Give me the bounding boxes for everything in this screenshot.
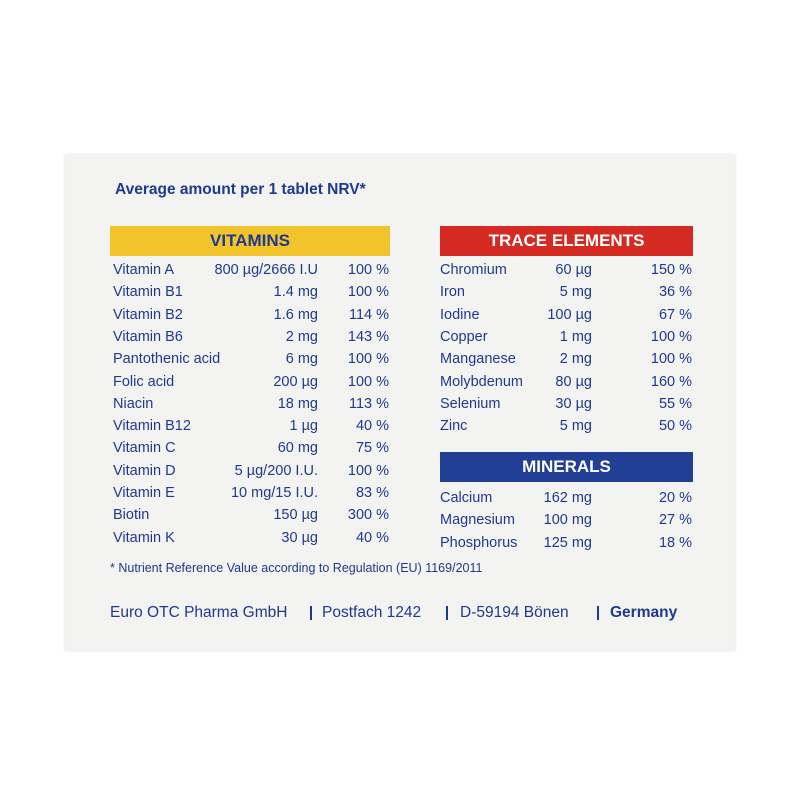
nutrient-nrv: 27 % xyxy=(658,512,692,529)
footer-company: Euro OTC Pharma GmbH xyxy=(110,604,288,621)
nutrient-nrv: 55 % xyxy=(658,395,692,412)
nutrient-amount: 2 mg xyxy=(285,328,318,345)
footer-city: D-59194 Bönen xyxy=(460,604,569,621)
minerals-header: MINERALS xyxy=(522,457,611,476)
separator xyxy=(597,606,599,620)
nutrient-name: Vitamin A xyxy=(113,262,174,278)
nutrient-nrv: 20 % xyxy=(658,490,692,506)
nutrient-amount: 1 mg xyxy=(559,328,592,345)
nutrient-amount: 200 µg xyxy=(273,373,318,390)
nutrient-name: Vitamin B1 xyxy=(113,284,183,301)
nutrient-name: Selenium xyxy=(440,395,501,412)
nutrient-name: Zinc xyxy=(440,418,468,435)
nutrient-amount: 5 mg xyxy=(559,418,592,435)
footer-postbox: Postfach 1242 xyxy=(322,604,422,621)
nutrient-amount: 5 µg/200 I.U. xyxy=(234,462,318,479)
nutrient-nrv: 83 % xyxy=(355,485,389,501)
nutrient-amount: 80 µg xyxy=(555,373,592,390)
nutrient-nrv: 143 % xyxy=(347,328,389,345)
nutrient-nrv: 160 % xyxy=(650,373,692,390)
nutrient-nrv: 300 % xyxy=(347,507,389,524)
nutrient-name: Vitamin D xyxy=(113,462,176,479)
nutrient-name: Iodine xyxy=(440,306,480,323)
nutrient-nrv: 50 % xyxy=(658,418,692,435)
nutrient-name: Manganese xyxy=(440,351,516,368)
nutrient-name: Vitamin E xyxy=(113,485,175,501)
trace-header: TRACE ELEMENTS xyxy=(488,231,645,250)
nutrient-nrv: 100 % xyxy=(347,262,389,278)
vitamins-bar xyxy=(110,226,390,256)
nutrient-name: Molybdenum xyxy=(440,373,524,390)
nutrient-nrv: 100 % xyxy=(347,284,389,301)
nutrient-amount: 6 mg xyxy=(285,351,318,368)
nutrient-nrv: 100 % xyxy=(347,462,389,479)
nutrient-amount: 30 µg xyxy=(555,395,592,412)
nutrient-name: Vitamin K xyxy=(113,529,175,546)
separator xyxy=(310,606,312,620)
nutrient-nrv: 100 % xyxy=(347,373,389,390)
nutrient-name: Biotin xyxy=(113,507,150,524)
nutrient-amount: 2 mg xyxy=(559,351,592,368)
nutrient-name: Vitamin B6 xyxy=(113,328,183,345)
nutrient-name: Copper xyxy=(440,328,488,345)
vitamins-header: VITAMINS xyxy=(210,231,290,250)
minerals-bar xyxy=(440,452,693,482)
nutrient-name: Vitamin C xyxy=(113,440,176,457)
nutrient-name: Niacin xyxy=(113,395,154,412)
nutrient-name: Chromium xyxy=(440,262,507,278)
trace-bar xyxy=(440,226,693,256)
nutrient-nrv: 40 % xyxy=(355,418,389,435)
footer-country: Germany xyxy=(610,604,678,621)
nutrient-name: Iron xyxy=(440,284,465,301)
nutrient-amount: 100 µg xyxy=(547,306,592,323)
separator xyxy=(446,606,448,620)
nutrient-nrv: 150 % xyxy=(650,262,692,278)
nutrient-nrv: 75 % xyxy=(355,440,389,457)
nutrient-nrv: 36 % xyxy=(658,284,692,301)
nutrient-amount: 150 µg xyxy=(273,507,318,524)
nutrient-nrv: 67 % xyxy=(658,306,692,323)
nutrient-name: Folic acid xyxy=(113,373,175,390)
nutrient-amount: 30 µg xyxy=(281,529,318,546)
nutrient-name: Magnesium xyxy=(440,512,515,529)
nutrient-amount: 10 mg/15 I.U. xyxy=(230,485,318,501)
nutrient-amount: 800 µg/2666 I.U xyxy=(214,262,318,278)
nutrient-nrv: 40 % xyxy=(355,529,389,546)
nutrient-nrv: 100 % xyxy=(650,351,692,368)
nutrient-nrv: 113 % xyxy=(348,395,389,412)
nutrient-amount: 5 mg xyxy=(559,284,592,301)
nutrient-amount: 100 mg xyxy=(543,512,592,529)
nutrient-amount: 1 µg xyxy=(289,418,318,435)
nutrient-name: Vitamin B12 xyxy=(113,418,191,435)
nutrient-nrv: 100 % xyxy=(347,351,389,368)
nutrient-amount: 60 mg xyxy=(277,440,318,457)
nutrient-amount: 60 µg xyxy=(555,262,592,278)
nutrient-name: Vitamin B2 xyxy=(113,306,183,323)
nutrient-name: Pantothenic acid xyxy=(113,351,221,368)
nutrient-amount: 125 mg xyxy=(543,534,592,551)
nutrient-amount: 1.6 mg xyxy=(273,306,318,323)
nutrient-nrv: 18 % xyxy=(658,534,692,551)
nutrient-amount: 18 mg xyxy=(277,395,318,412)
nutrient-name: Phosphorus xyxy=(440,534,518,551)
nutrient-nrv: 100 % xyxy=(650,328,692,345)
nutrient-amount: 162 mg xyxy=(543,490,592,506)
nutrient-nrv: 114 % xyxy=(348,306,389,323)
nutrient-amount: 1.4 mg xyxy=(273,284,318,301)
footnote: * Nutrient Reference Value according to … xyxy=(110,561,483,575)
nutrient-name: Calcium xyxy=(440,490,493,506)
title: Average amount per 1 tablet NRV* xyxy=(115,181,366,198)
